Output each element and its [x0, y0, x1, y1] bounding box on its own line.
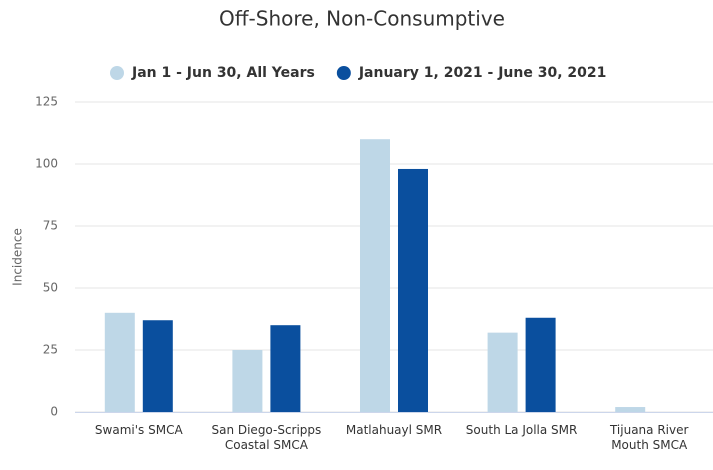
- y-axis-label: Incidence: [11, 228, 25, 286]
- legend-marker: [336, 66, 351, 80]
- legend-marker: [110, 66, 124, 80]
- x-tick-label: South La Jolla SMR: [465, 423, 578, 437]
- bar: [270, 325, 301, 412]
- bar: [525, 317, 556, 412]
- chart-title: Off-Shore, Non-Consumptive: [219, 7, 505, 31]
- x-tick-label: Swami's SMCA: [94, 423, 183, 437]
- bar: [142, 320, 173, 412]
- x-tick-label: Tijuana River Mouth SMCA: [609, 423, 689, 452]
- legend-label: Jan 1 - Jun 30, All Years: [131, 65, 315, 81]
- y-tick-label: 75: [43, 219, 58, 233]
- y-tick-label: 50: [43, 281, 58, 295]
- y-tick-label: 125: [35, 95, 58, 109]
- bar: [232, 350, 263, 412]
- y-tick-label: 0: [50, 405, 58, 419]
- bar: [360, 139, 390, 412]
- bar: [104, 312, 135, 412]
- bar: [615, 407, 646, 412]
- bar: [398, 168, 428, 412]
- x-tick-label: San Diego-Scripps Coastal SMCA: [211, 423, 322, 452]
- y-tick-label: 100: [35, 157, 58, 171]
- x-tick-label: Matlahuayl SMR: [345, 423, 443, 437]
- legend-label: January 1, 2021 - June 30, 2021: [358, 65, 607, 81]
- bar: [487, 332, 518, 412]
- y-tick-label: 25: [43, 343, 58, 357]
